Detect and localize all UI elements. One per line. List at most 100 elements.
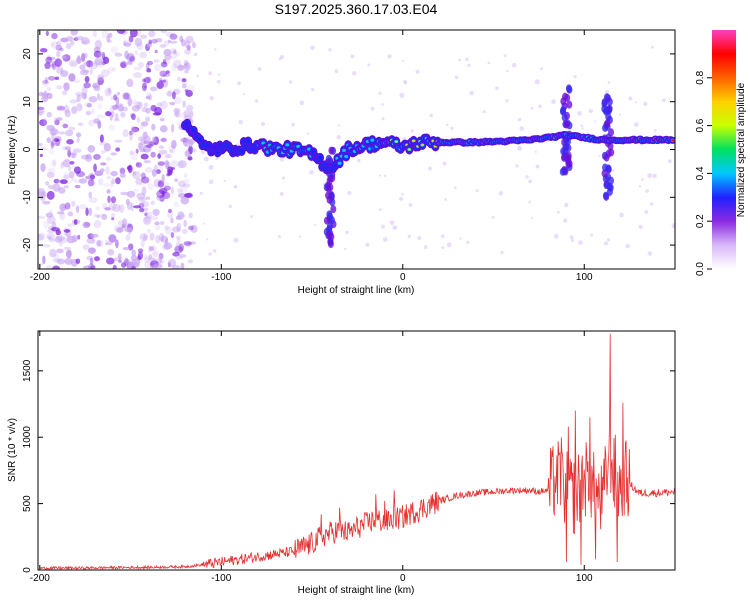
spectrogram-noise-blob <box>145 95 151 100</box>
spectrogram-noise-blob <box>183 219 187 228</box>
spectrogram-noise-blob <box>68 126 76 131</box>
spectrogram-noise-blob <box>159 117 165 122</box>
spectrogram-noise-blob <box>141 201 150 208</box>
spectrogram-faint-dot <box>233 237 239 243</box>
spectrogram-noise-blob <box>98 178 104 186</box>
spectrogram-noise-blob <box>139 51 147 59</box>
spectrogram-burst-blob <box>602 163 609 172</box>
spectrogram-noise-blob <box>58 236 68 244</box>
spectrogram-noise-blob <box>146 144 153 148</box>
spectrogram-noise-blob <box>65 249 72 259</box>
spectrogram-noise-blob <box>92 30 97 38</box>
spectrogram-noise-blob <box>88 207 93 216</box>
spectrogram-noise-blob <box>70 30 78 36</box>
ridge-core <box>344 154 349 159</box>
spectrogram-noise-blob <box>56 117 63 121</box>
spectrogram-noise-blob <box>161 173 165 182</box>
spectrogram-noise-blob <box>91 237 96 245</box>
spectrogram-noise-blob <box>180 196 190 205</box>
spectrogram-noise-blob <box>113 94 118 101</box>
spectrogram-faint-dot <box>598 154 601 157</box>
spectrogram-noise-blob <box>157 161 166 166</box>
spectrogram-noise-blob <box>143 160 151 164</box>
spectrogram-noise-blob <box>184 48 191 55</box>
spectrogram-faint-dot <box>503 54 507 58</box>
spectrogram-noise-blob <box>141 107 148 113</box>
figure-title: S197.2025.360.17.03.E04 <box>275 1 438 17</box>
spectrogram-noise-blob <box>158 149 168 155</box>
spectrogram-noise-blob <box>127 228 132 235</box>
spectrogram-faint-dot <box>250 215 253 218</box>
spectrogram-noise-blob <box>160 61 168 68</box>
spectrogram-noise-blob <box>89 257 94 266</box>
spectrogram-noise-blob <box>177 180 186 188</box>
spectrogram-noise-blob <box>47 167 56 174</box>
spectrogram-noise-blob <box>103 56 110 65</box>
spectrogram-noise-blob <box>40 191 47 198</box>
spectrogram-faint-dot <box>625 243 630 249</box>
spectrogram-faint-dot <box>378 91 382 95</box>
spectrogram-noise-blob <box>124 50 129 60</box>
spectrogram-faint-dot <box>215 156 219 161</box>
spectrogram-faint-dot <box>328 48 332 52</box>
spectrogram-faint-dot <box>440 234 445 239</box>
spectrogram-faint-dot <box>242 93 245 96</box>
spectrogram-noise-blob <box>53 178 60 184</box>
spectrogram-noise-blob <box>96 93 100 101</box>
spectrogram-faint-dot <box>399 92 405 98</box>
spectrogram-noise-blob <box>142 234 148 242</box>
spectrogram-noise-blob <box>111 111 115 118</box>
spectrogram-noise-blob <box>64 257 73 265</box>
spectrogram-faint-dot <box>423 245 428 250</box>
spectrogram-noise-blob <box>129 132 133 141</box>
spectrogram-noise-blob <box>167 166 174 174</box>
spectrogram-noise-blob <box>171 48 177 55</box>
spectrogram-noise-blob <box>122 129 129 138</box>
spectrogram-noise-blob <box>105 111 112 117</box>
spectrogram-faint-dot <box>638 224 643 229</box>
spectrogram-faint-dot <box>531 217 534 220</box>
ridge-core <box>337 161 342 165</box>
spectrogram-noise-blob <box>163 48 172 57</box>
spectrogram-faint-dot <box>454 75 459 80</box>
spectrogram-noise-blob <box>168 208 172 214</box>
spectrogram-faint-dot <box>350 54 355 59</box>
spectrogram-noise-blob <box>76 56 82 64</box>
spectrogram-noise-blob <box>59 179 68 185</box>
spectrogram-noise-blob <box>110 196 117 204</box>
spectrogram-noise-blob <box>147 60 154 66</box>
spectrogram-faint-dot <box>564 203 569 208</box>
spectrogram-noise-blob <box>187 225 194 231</box>
spectrogram-noise-blob <box>82 69 90 74</box>
spectrogram-noise-blob <box>126 78 134 88</box>
spectrogram-noise-blob <box>85 154 93 162</box>
spectrogram-noise-blob <box>161 136 168 143</box>
spectrogram-faint-dot <box>525 175 529 179</box>
spectrogram-noise-blob <box>159 79 167 83</box>
spectrogram-noise-blob <box>119 173 126 178</box>
spectrogram-burst-blob <box>559 167 566 176</box>
spectrogram-noise-blob <box>116 30 126 34</box>
spectrogram-faint-dot <box>203 156 209 162</box>
spectrogram-noise-blob <box>98 213 106 218</box>
spectrogram-noise-blob <box>162 244 170 251</box>
snr-y-tick-label: 0 <box>22 567 33 573</box>
spectrogram-noise-blob <box>73 37 79 41</box>
spectrogram-faint-dot <box>223 179 226 183</box>
spectrogram-noise-blob <box>46 124 55 132</box>
spectrogram-noise-blob <box>114 52 123 57</box>
spectrogram-noise-blob <box>181 78 187 83</box>
spectrogram-faint-dot <box>381 103 384 106</box>
spectrogram-faint-dot <box>277 234 282 239</box>
spectrogram-noise-blob <box>63 185 69 189</box>
spectrogram-noise-blob <box>86 60 94 68</box>
spectrogram-noise-blob <box>149 265 157 269</box>
spectrogram-faint-dot <box>641 178 644 181</box>
spectrogram-faint-dot <box>383 174 387 178</box>
spectrogram-noise-blob <box>71 165 77 171</box>
spectrogram-noise-blob <box>165 226 172 235</box>
spectrogram-noise-blob <box>75 35 84 41</box>
spectrogram-noise-blob <box>154 49 158 54</box>
spectrogram-noise-blob <box>183 241 192 246</box>
spectrogram-burst-blob <box>560 97 567 106</box>
